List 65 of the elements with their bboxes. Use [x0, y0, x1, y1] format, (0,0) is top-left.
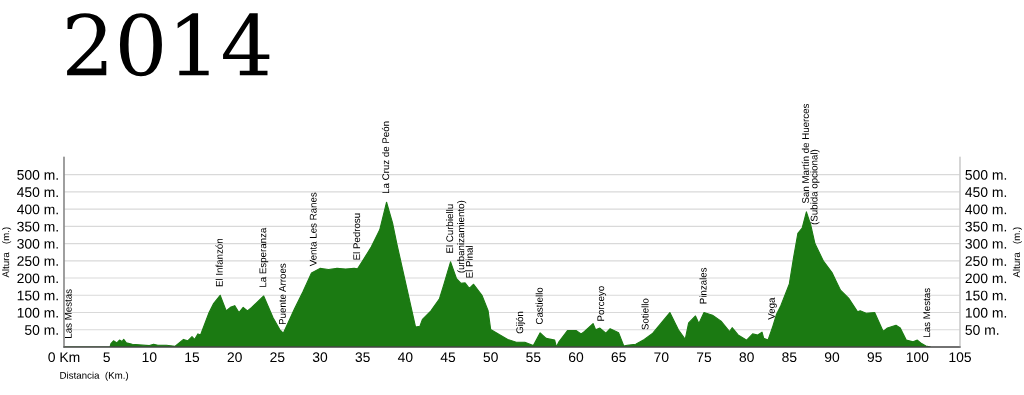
x-tick-label: 95	[867, 352, 882, 363]
annotation: Sotiello	[641, 298, 649, 330]
y2-tick-label: 400 m.	[965, 204, 1007, 215]
y2-tick-label: 200 m.	[965, 273, 1007, 284]
x-tick-label: 85	[782, 352, 797, 363]
annotation: El Pedrosu	[353, 213, 361, 260]
x-tick-label: 0 Km	[48, 352, 80, 363]
y2-tick-label: 300 m.	[965, 238, 1007, 249]
annotation: Castiello	[535, 287, 543, 325]
annotation: La Esperanza	[259, 227, 269, 287]
y-tick-label: 400 m.	[17, 204, 58, 215]
x-tick-label: 60	[568, 352, 584, 363]
annotation: El Curbiellu	[446, 204, 454, 253]
y2-axis-title: Altura (m.)	[1012, 227, 1022, 278]
annotation: Vega	[768, 297, 777, 320]
x-tick-label: 15	[185, 352, 200, 363]
annotation: Gijón	[515, 311, 526, 334]
x-tick-label: 55	[526, 352, 541, 363]
y-tick-label: 150 m.	[17, 290, 58, 301]
x-tick-label: 25	[270, 352, 285, 363]
annotation: Pinzales	[699, 267, 707, 304]
annotation: Porceyo	[597, 286, 607, 321]
x-tick-label: 90	[824, 352, 840, 363]
annotation: El Pinal	[465, 246, 473, 278]
x-tick-label: 40	[397, 352, 413, 363]
annotation: La Cruz de Peón	[381, 121, 390, 194]
y-tick-label: 50 m.	[24, 325, 58, 335]
y-tick-label: 250 m.	[17, 256, 58, 266]
x-tick-label: 105	[949, 352, 972, 363]
annotation: Puente Arroes	[279, 263, 286, 325]
annotation: Las Mestas	[923, 288, 931, 337]
x-tick-label: 75	[696, 352, 712, 363]
y-tick-label: 200 m.	[17, 273, 58, 284]
annotation: (urbanizamiento)	[457, 200, 467, 273]
y2-tick-label: 500 m.	[965, 169, 1007, 180]
x-tick-label: 5	[103, 352, 110, 363]
annotation: San Martín de Huerces	[801, 103, 810, 204]
y2-tick-label: 50 m.	[965, 325, 999, 335]
y-tick-label: 100 m.	[17, 307, 58, 318]
y2-tick-label: 250 m.	[965, 256, 1007, 266]
x-tick-label: 35	[355, 352, 370, 363]
y-tick-label: 350 m.	[17, 221, 58, 232]
y-axis-title: Altura (m.)	[2, 227, 12, 278]
x-tick-label: 50	[483, 352, 498, 363]
y-tick-label: 450 m.	[17, 187, 58, 198]
annotation: Las Mestas	[64, 289, 72, 338]
x-tick-label: 10	[142, 352, 157, 363]
annotation: El Infanzón	[215, 238, 223, 287]
x-tick-label: 65	[611, 352, 626, 363]
y-tick-label: 300 m.	[17, 238, 58, 249]
y2-tick-label: 350 m.	[965, 221, 1007, 232]
y-tick-label: 500 m.	[17, 169, 58, 180]
x-tick-label: 100	[906, 352, 929, 363]
x-tick-label: 20	[227, 352, 242, 363]
x-tick-label: 70	[654, 352, 669, 363]
x-tick-label: 45	[440, 352, 456, 363]
annotation: Venta Les Ranes	[309, 192, 317, 267]
x-tick-label: 30	[312, 352, 328, 363]
x-axis-title: Distancia (Km.)	[60, 371, 129, 381]
chart-title: 2014	[67, 13, 270, 77]
x-tick-label: 80	[739, 352, 754, 363]
annotation: (Subida opcional)	[810, 149, 820, 225]
y2-tick-label: 150 m.	[965, 290, 1007, 301]
y2-tick-label: 450 m.	[965, 187, 1007, 198]
y2-tick-label: 100 m.	[965, 307, 1007, 318]
